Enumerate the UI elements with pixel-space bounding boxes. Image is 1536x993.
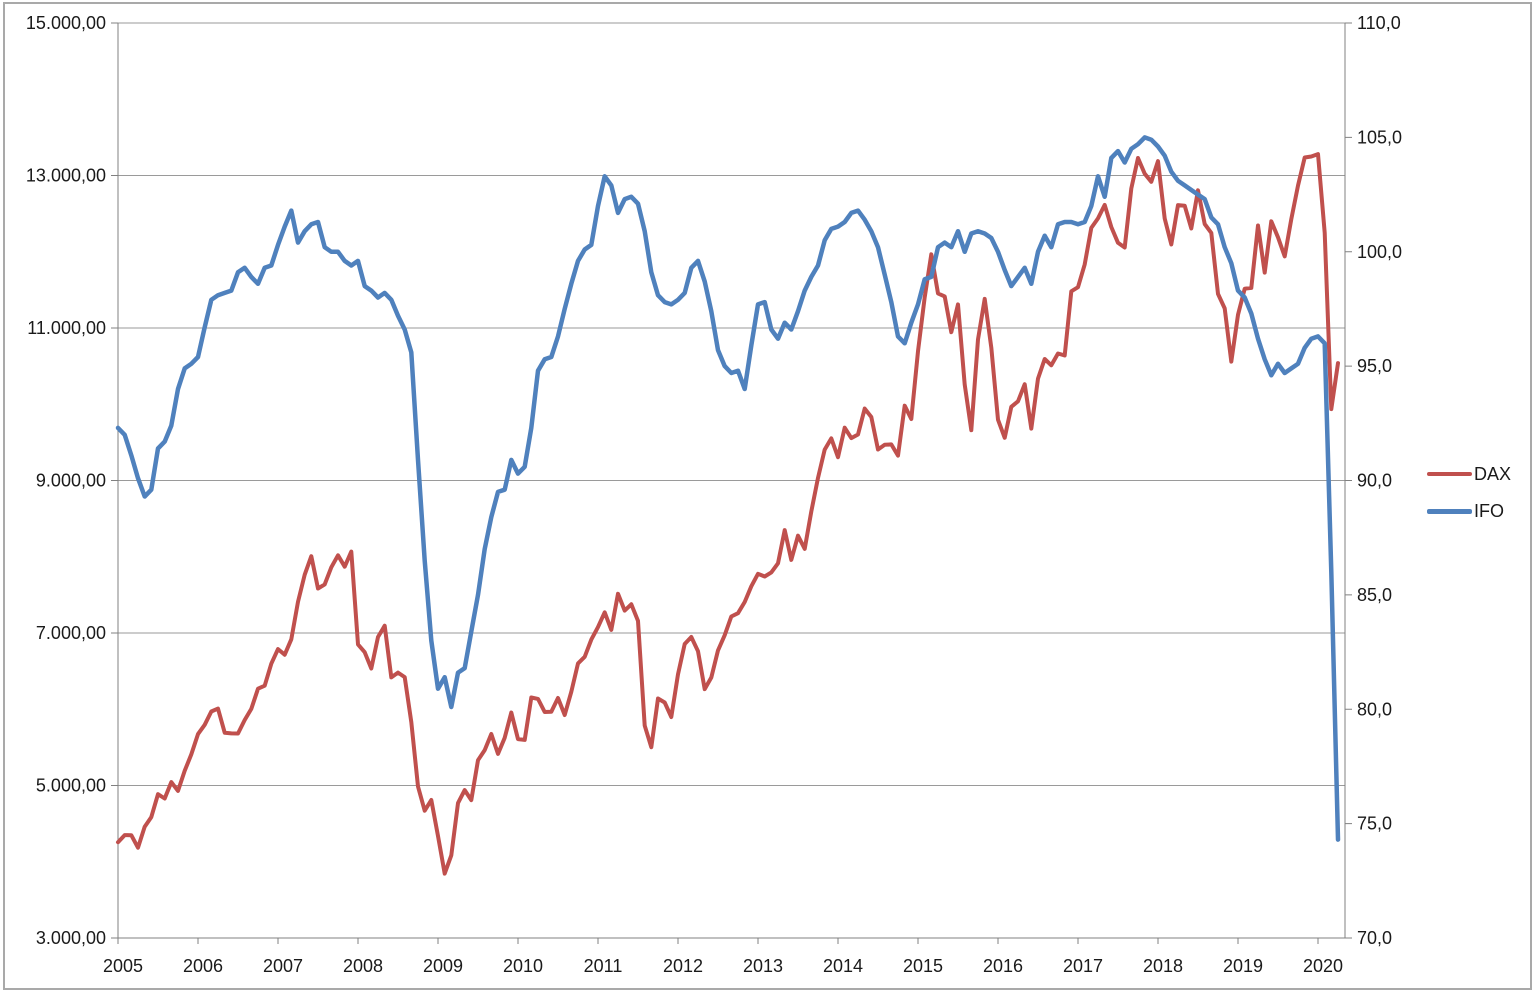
y-axis-right-label: 95,0 — [1357, 356, 1392, 376]
legend-dax-label: DAX — [1474, 464, 1512, 484]
series-ifo-line — [115, 135, 1341, 842]
x-axis-year-label: 2017 — [1063, 956, 1103, 976]
x-axis-year-label: 2018 — [1143, 956, 1183, 976]
legend-item-ifo: IFO — [1427, 499, 1511, 523]
legend-ifo-label: IFO — [1474, 501, 1504, 521]
legend: DAX IFO — [1427, 462, 1511, 536]
y-axis-right-label: 90,0 — [1357, 471, 1392, 491]
x-axis-year-label: 2006 — [183, 956, 223, 976]
legend-dax-line-swatch — [1427, 472, 1472, 476]
x-axis-year-label: 2010 — [503, 956, 543, 976]
x-axis-year-label: 2009 — [423, 956, 463, 976]
x-axis-year-label: 2015 — [903, 956, 943, 976]
y-axis-left-label: 11.000,00 — [27, 318, 106, 338]
y-axis-right-label: 70,0 — [1357, 928, 1392, 948]
x-axis-year-label: 2020 — [1303, 956, 1343, 976]
x-axis-year-label: 2016 — [983, 956, 1023, 976]
y-axis-left-label: 7.000,00 — [36, 623, 106, 643]
x-axis-year-label: 2005 — [103, 956, 143, 976]
x-axis-year-label: 2011 — [584, 956, 623, 976]
x-axis-year-label: 2014 — [823, 956, 863, 976]
x-axis-year-label: 2007 — [263, 956, 303, 976]
y-axis-left-label: 9.000,00 — [36, 471, 106, 491]
y-axis-left-label: 13.000,00 — [26, 166, 106, 186]
y-axis-left-label: 3.000,00 — [36, 928, 106, 948]
y-axis-left-label: 15.000,00 — [26, 13, 106, 33]
legend-item-dax: DAX — [1427, 462, 1511, 486]
y-axis-left-label: 5.000,00 — [36, 776, 106, 796]
y-axis-right-label: 80,0 — [1357, 699, 1392, 719]
y-axis-right-label: 100,0 — [1357, 242, 1402, 262]
legend-ifo-line-swatch — [1427, 508, 1472, 514]
x-axis-year-label: 2013 — [743, 956, 783, 976]
y-axis-right-label: 75,0 — [1357, 814, 1392, 834]
x-axis-year-label: 2008 — [343, 956, 383, 976]
x-axis-year-label: 2019 — [1223, 956, 1263, 976]
y-axis-right-label: 105,0 — [1357, 127, 1402, 147]
x-axis-year-label: 2012 — [663, 956, 703, 976]
y-axis-right-label: 85,0 — [1357, 585, 1392, 605]
y-axis-right-label: 110,0 — [1357, 13, 1401, 33]
series-dax-line — [116, 152, 1340, 876]
